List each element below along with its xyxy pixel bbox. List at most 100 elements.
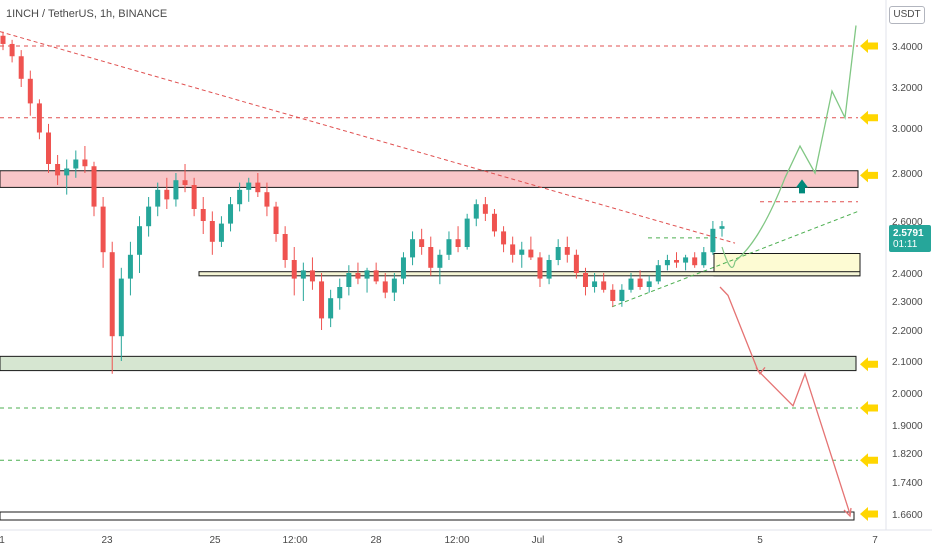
level-marker-icon bbox=[860, 110, 878, 125]
candle-body bbox=[510, 244, 516, 255]
bar-countdown: 01:11 bbox=[893, 239, 918, 250]
candle-body bbox=[692, 257, 698, 266]
candle-body bbox=[18, 56, 24, 79]
entry-curve bbox=[721, 246, 736, 268]
y-tick-label: 3.2000 bbox=[892, 83, 923, 94]
y-tick-label: 2.8000 bbox=[892, 169, 923, 180]
y-tick-label: 2.2000 bbox=[892, 326, 923, 337]
candle-body bbox=[710, 228, 716, 253]
y-tick-label: 1.7400 bbox=[892, 478, 923, 489]
currency-badge[interactable]: USDT bbox=[889, 6, 925, 24]
x-tick-label: 12:00 bbox=[282, 535, 307, 546]
level-marker-icon bbox=[860, 401, 878, 416]
candle-body bbox=[664, 260, 670, 266]
candle-body bbox=[400, 257, 406, 279]
candle-body bbox=[464, 218, 470, 247]
y-tick-label: 3.0000 bbox=[892, 124, 923, 135]
candle-body bbox=[255, 182, 261, 193]
candle-body bbox=[164, 189, 170, 200]
candle-body bbox=[437, 254, 443, 268]
bearish-arrow-head bbox=[755, 366, 766, 375]
candle-body bbox=[564, 247, 570, 255]
candle-body bbox=[55, 164, 61, 176]
candle-body bbox=[601, 281, 607, 290]
y-tick-label: 2.4000 bbox=[892, 269, 923, 280]
level-marker-icon bbox=[860, 39, 878, 53]
y-tick-label: 1.8200 bbox=[892, 449, 923, 460]
candle-body bbox=[473, 204, 479, 219]
candle-body bbox=[228, 204, 234, 224]
candle-body bbox=[346, 273, 352, 287]
candle-body bbox=[173, 180, 179, 200]
y-tick-label: 2.6000 bbox=[892, 217, 923, 228]
bearish-arrow-head bbox=[843, 507, 852, 518]
candle-body bbox=[146, 206, 152, 227]
x-tick-label: 25 bbox=[209, 535, 221, 546]
candle-body bbox=[209, 221, 215, 242]
candle-body bbox=[237, 189, 243, 205]
candle-body bbox=[537, 257, 543, 279]
candle-body bbox=[118, 278, 124, 337]
candle-body bbox=[36, 103, 42, 133]
candle-body bbox=[419, 239, 425, 247]
candle-body bbox=[9, 43, 15, 57]
middle-line-zone bbox=[198, 271, 861, 277]
candle-body bbox=[555, 247, 561, 260]
candle-body bbox=[391, 278, 397, 293]
candle-body bbox=[610, 289, 616, 301]
y-tick-label: 2.3000 bbox=[892, 297, 923, 308]
candle-body bbox=[646, 281, 652, 287]
last-price-label: 2.5791 01:11 bbox=[889, 225, 931, 252]
candle-body bbox=[46, 132, 52, 164]
candle-body bbox=[355, 273, 361, 279]
candle-body bbox=[155, 189, 161, 207]
candle-body bbox=[628, 278, 634, 290]
candle-body bbox=[364, 270, 370, 279]
candle-body bbox=[82, 159, 88, 167]
candle-body bbox=[73, 159, 79, 169]
candle-body bbox=[501, 231, 507, 245]
candle-body bbox=[319, 281, 325, 319]
x-tick-label: 7 bbox=[872, 535, 878, 546]
chart-title: 1INCH / TetherUS, 1h, BINANCE bbox=[6, 8, 168, 20]
candle-body bbox=[264, 192, 270, 207]
candle-body bbox=[27, 78, 33, 104]
candle-body bbox=[64, 168, 70, 176]
candle-body bbox=[637, 278, 643, 287]
y-tick-label: 1.9000 bbox=[892, 421, 923, 432]
candle-body bbox=[446, 239, 452, 255]
candle-body bbox=[328, 298, 334, 319]
y-tick-label: 2.0000 bbox=[892, 389, 923, 400]
candle-body bbox=[719, 226, 725, 229]
bearish-projection bbox=[719, 286, 851, 515]
level-marker-icon bbox=[860, 357, 878, 372]
bottom-zone bbox=[0, 511, 855, 521]
candle-body bbox=[109, 252, 115, 337]
candle-body bbox=[337, 287, 343, 299]
x-tick-label: 12:00 bbox=[444, 535, 469, 546]
candle-body bbox=[100, 206, 106, 253]
y-tick-label: 1.6600 bbox=[892, 510, 923, 521]
buy-arrow-icon bbox=[796, 179, 808, 194]
x-tick-label: Jul bbox=[532, 535, 545, 546]
candle-body bbox=[218, 223, 224, 242]
candle-body bbox=[619, 289, 625, 301]
candle-body bbox=[382, 281, 388, 293]
candle-body bbox=[0, 35, 6, 44]
candle-body bbox=[455, 239, 461, 247]
y-tick-label: 2.1000 bbox=[892, 357, 923, 368]
candle-body bbox=[546, 260, 552, 279]
candle-body bbox=[592, 281, 598, 287]
candle-body bbox=[519, 249, 525, 255]
x-tick-label: 1 bbox=[0, 535, 5, 546]
candle-body bbox=[655, 265, 661, 282]
candle-body bbox=[673, 260, 679, 263]
x-tick-label: 23 bbox=[101, 535, 113, 546]
x-tick-label: 3 bbox=[617, 535, 623, 546]
candle-body bbox=[573, 254, 579, 273]
candle-body bbox=[491, 213, 497, 232]
candle-body bbox=[200, 209, 206, 221]
level-marker-icon bbox=[860, 453, 878, 468]
